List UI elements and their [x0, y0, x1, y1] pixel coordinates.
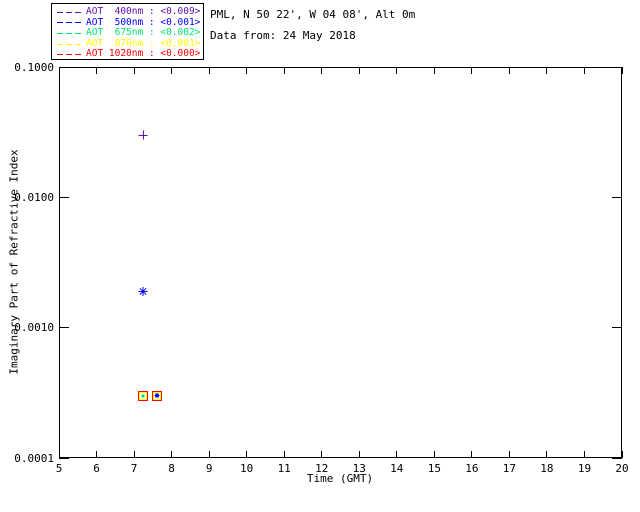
x-axis-tick-label: 11: [277, 462, 291, 475]
legend-entry-label: AOT 1020nm : <0.000>: [86, 48, 201, 60]
x-axis-title: Time (GMT): [306, 472, 374, 485]
x-axis-tick: [171, 67, 173, 74]
x-axis-tick: [508, 67, 510, 74]
x-axis-tick: [96, 67, 98, 74]
x-axis-tick-label: 19: [577, 462, 592, 475]
legend-dash-line: [57, 43, 82, 45]
x-axis-tick-label: 8: [168, 462, 175, 475]
x-axis-tick: [283, 451, 285, 458]
x-axis-tick: [358, 67, 360, 74]
x-axis-tick: [246, 67, 248, 74]
x-axis-tick: [583, 67, 585, 74]
legend-dash-line: [57, 11, 82, 13]
data-point-aot-1020nm: [151, 390, 162, 401]
y-axis-tick: [612, 66, 622, 68]
y-axis-tick-label: 0.1000: [14, 60, 54, 74]
legend-entry-label: AOT 500nm : <0.001>: [86, 16, 201, 28]
x-axis-tick-label: 6: [93, 462, 100, 475]
y-axis-tick-label: 0.0010: [14, 321, 54, 335]
x-axis-tick: [471, 451, 473, 458]
legend-entry: AOT 870nm : <0.001>: [57, 37, 203, 50]
data-point-aot-675nm: [141, 394, 145, 398]
legend-entry-label: AOT 870nm : <0.001>: [86, 37, 201, 49]
x-axis-tick: [358, 451, 360, 458]
legend-dash-line: [57, 54, 82, 56]
y-axis-title: Imaginary Part of Refractive Index: [7, 149, 21, 375]
data-point-aot-870nm: [139, 391, 148, 400]
y-axis-tick-label: 0.0001: [14, 451, 54, 465]
x-axis-tick-label: 14: [390, 462, 404, 475]
legend-dash-line: [57, 22, 82, 24]
x-axis-tick-label: 20: [615, 462, 629, 475]
x-axis-tick: [621, 451, 623, 458]
x-axis-tick: [171, 451, 173, 458]
y-axis-tick: [59, 457, 69, 459]
y-axis-tick: [59, 327, 69, 329]
x-axis-tick: [96, 451, 98, 458]
x-axis-tick-label: 13: [352, 462, 366, 475]
x-axis-tick: [208, 451, 210, 458]
data-point-aot-400nm: [138, 130, 148, 140]
data-point-aot-870nm: [152, 391, 161, 400]
legend-entry: AOT 1020nm : <0.000>: [57, 49, 203, 60]
x-axis-tick: [396, 67, 398, 74]
legend-box: AOT 400nm : <0.009> AOT 500nm : <0.001> AO…: [51, 3, 204, 60]
x-axis-tick-label: 7: [130, 462, 138, 475]
y-axis-tick: [59, 196, 69, 198]
y-axis-tick-label: 0.0100: [14, 190, 54, 204]
x-axis-tick: [621, 67, 623, 74]
plot-header: PML, N 50 22', W 04 08', Alt 0m Data fro…: [210, 4, 415, 46]
y-axis-tick: [612, 457, 622, 459]
x-axis-tick-label: 5: [55, 462, 63, 475]
legend-entry: AOT 675nm : <0.002>: [57, 28, 203, 39]
x-axis-tick: [546, 451, 548, 458]
data-point-aot-500nm: [154, 393, 160, 399]
x-axis-tick: [433, 67, 435, 74]
legend-dash-line: [57, 32, 82, 34]
x-axis-tick: [433, 451, 435, 458]
x-axis-tick: [396, 451, 398, 458]
y-axis-tick: [612, 327, 622, 329]
x-axis-tick: [133, 67, 135, 74]
data-point-aot-500nm: [138, 286, 148, 296]
x-axis-tick-label: 18: [540, 462, 554, 475]
marker-stroke: [142, 130, 144, 140]
x-axis-tick: [208, 67, 210, 74]
x-axis-tick: [283, 67, 285, 74]
x-axis-tick: [321, 67, 323, 74]
x-axis-tick-label: 10: [240, 462, 254, 475]
x-axis-tick: [58, 451, 60, 458]
x-axis-tick-label: 12: [315, 462, 329, 475]
x-axis-tick: [583, 451, 585, 458]
x-axis-tick-label: 15: [427, 462, 441, 475]
x-axis-tick: [246, 451, 248, 458]
x-axis-tick: [508, 451, 510, 458]
x-axis-tick: [133, 451, 135, 458]
data-point-aot-1020nm: [138, 390, 149, 401]
y-axis-tick: [612, 196, 622, 198]
x-axis-tick: [321, 451, 323, 458]
x-axis-tick-label: 17: [502, 462, 517, 475]
legend-entry: AOT 400nm : <0.009>: [57, 6, 203, 18]
data-date-text: Data from: 24 May 2018: [210, 29, 356, 42]
legend-entry: AOT 500nm : <0.001>: [57, 16, 203, 29]
x-axis-tick-label: 9: [205, 462, 213, 475]
x-axis-tick: [546, 67, 548, 74]
site-location-text: PML, N 50 22', W 04 08', Alt 0m: [210, 8, 416, 21]
y-axis-tick: [59, 66, 69, 68]
x-axis-tick: [58, 67, 60, 74]
legend-entry-label: AOT 675nm : <0.002>: [86, 27, 201, 39]
x-axis-tick: [471, 67, 473, 74]
legend-entry-label: AOT 400nm : <0.009>: [86, 6, 201, 17]
x-axis-tick-label: 16: [465, 462, 479, 475]
